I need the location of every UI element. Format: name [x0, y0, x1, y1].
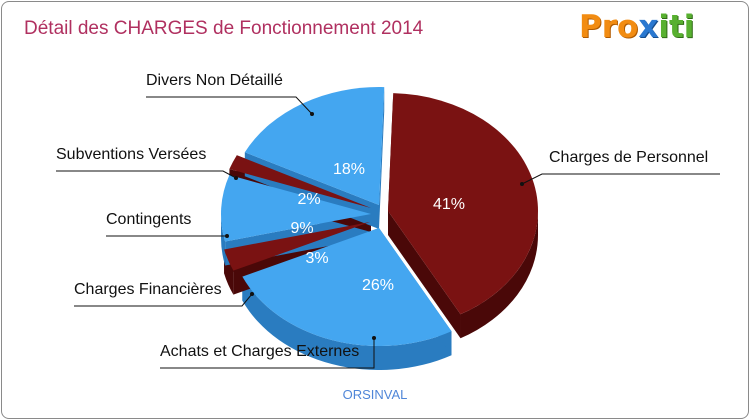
leader-tip-1	[520, 182, 524, 186]
pie-labels: 41% Charges de Personnel 26% Achats et Char…	[56, 72, 720, 369]
leader-tip-5	[234, 176, 238, 180]
commune-name: ORSINVAL	[342, 387, 408, 402]
proxiti-logo[interactable]: Proxiti	[579, 9, 694, 45]
logo-part-1: Pro	[579, 9, 639, 45]
pie-slice-percent-2: 26%	[362, 277, 394, 294]
pie-slice-percent-1: 41%	[433, 196, 465, 213]
pie-slice-1[interactable]	[388, 93, 539, 315]
leader-line-5	[56, 170, 237, 179]
pie-slice-2[interactable]	[242, 228, 452, 346]
pie-slice-side-2	[242, 276, 452, 370]
pie-slice-side-1	[460, 211, 538, 339]
pie-tops	[221, 87, 539, 346]
slice-label-1: Charges de Personnel	[549, 149, 708, 166]
pie-slice-5[interactable]	[229, 155, 371, 208]
pie-slice-4[interactable]	[221, 175, 371, 242]
slice-label-3: Charges Financières	[74, 281, 222, 298]
leader-line-2	[160, 338, 375, 369]
pie-slice-percent-5: 2%	[297, 191, 320, 208]
leader-line-1	[521, 173, 720, 185]
chart-title: Détail des CHARGES de Fonctionnement 201…	[24, 18, 424, 39]
pie-slice-percent-3: 3%	[305, 250, 328, 267]
leader-tip-6	[310, 112, 314, 116]
pie-slice-3[interactable]	[224, 222, 370, 271]
leader-line-6	[146, 96, 313, 115]
pie-slice-6[interactable]	[244, 87, 385, 205]
pie-slice-wall-6-2	[379, 87, 385, 229]
slice-label-4: Contingents	[106, 211, 191, 228]
slice-label-6: Divers Non Détaillé	[146, 72, 283, 89]
pie-slice-side-4	[221, 214, 226, 266]
leader-tip-4	[225, 234, 229, 238]
pie-slice-percent-6: 18%	[333, 161, 365, 178]
leader-tip-2	[372, 336, 376, 340]
slice-label-5: Subventions Versées	[56, 146, 206, 163]
slice-label-2: Achats et Charges Externes	[160, 343, 359, 360]
pie-slice-percent-4: 9%	[290, 220, 313, 237]
leader-line-3	[74, 293, 253, 307]
logo-part-3: iti	[658, 9, 695, 45]
logo-part-2: x	[638, 9, 659, 45]
pie-slice-wall-1-2	[388, 211, 461, 339]
leader-tip-3	[250, 292, 254, 296]
